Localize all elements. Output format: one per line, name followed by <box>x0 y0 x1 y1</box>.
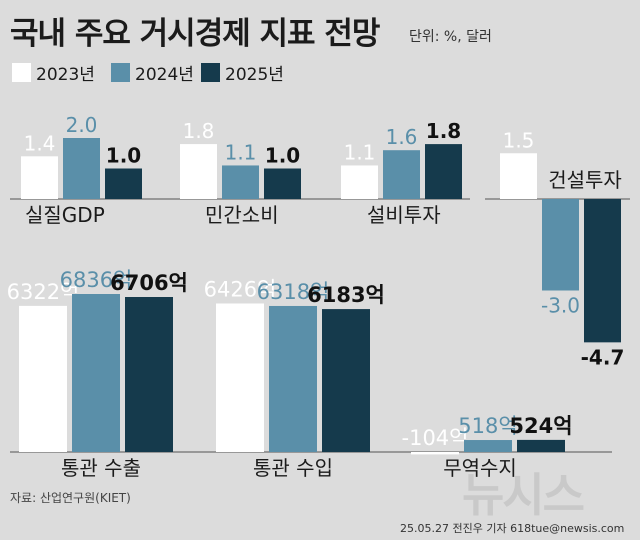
bar-통관 수출-2025년 <box>125 297 173 452</box>
watermark-logo: 뉴시스 <box>462 468 584 522</box>
value-label-민간소비-2024년: 1.1 <box>225 140 257 164</box>
bar-실질GDP-2025년 <box>105 168 142 199</box>
bar-통관 수출-2024년 <box>72 294 120 452</box>
category-label-건설투자: 건설투자 <box>548 168 622 192</box>
value-label-통관 수입-2024년: 6318억 <box>257 280 330 304</box>
bar-통관 수출-2023년 <box>19 305 67 452</box>
legend-swatch-1 <box>12 63 31 82</box>
value-label-무역수지-2024년: 518억 <box>458 414 517 438</box>
legend-label-3: 2025년 <box>225 65 284 85</box>
value-label-통관 수입-2023년: 6426억 <box>204 277 277 301</box>
unit-note: 단위: %, 달러 <box>409 29 492 45</box>
bar-건설투자-2023년 <box>500 153 537 199</box>
value-label-실질GDP-2025년: 1.0 <box>106 144 141 168</box>
value-label-민간소비-2023년: 1.8 <box>183 119 215 143</box>
category-label-민간소비: 민간소비 <box>205 203 279 227</box>
bar-민간소비-2024년 <box>222 165 259 199</box>
value-label-설비투자-2025년: 1.8 <box>426 119 461 143</box>
legend: 2023년 2024년 2025년 <box>12 63 284 85</box>
source-note: 자료: 산업연구원(KIET) <box>10 491 131 505</box>
bar-설비투자-2024년 <box>383 150 420 199</box>
bar-민간소비-2023년 <box>180 144 217 199</box>
value-label-건설투자-2023년: 1.5 <box>503 128 535 152</box>
value-label-통관 수출-2023년: 6322억 <box>7 280 80 304</box>
value-label-실질GDP-2023년: 1.4 <box>24 131 56 155</box>
chart-title: 국내 주요 거시경제 지표 전망 <box>10 16 380 52</box>
category-label-설비투자: 설비투자 <box>367 203 441 227</box>
value-label-통관 수입-2025년: 6183억 <box>307 283 385 307</box>
category-label-통관 수입: 통관 수입 <box>253 456 333 480</box>
value-label-건설투자-2025년: -4.7 <box>581 345 625 369</box>
category-label-무역수지: 무역수지 <box>443 456 517 480</box>
bar-통관 수입-2024년 <box>269 305 317 452</box>
bar-실질GDP-2024년 <box>63 138 100 199</box>
legend-label-1: 2023년 <box>36 65 95 85</box>
value-label-설비투자-2023년: 1.1 <box>344 140 376 164</box>
bar-무역수지-2023년 <box>411 452 459 455</box>
bar-실질GDP-2023년 <box>21 156 58 199</box>
growth-rate-panel: 1.4 2.0 1.0 실질GDP 1.8 1.1 1.0 민간소비 1.1 1.6 1.8 설비투자… <box>10 113 630 369</box>
bar-통관 수입-2023년 <box>216 303 264 452</box>
credit-line: 25.05.27 전진우 기자 618tue@newsis.com <box>400 522 624 535</box>
value-label-실질GDP-2024년: 2.0 <box>66 113 98 137</box>
bar-무역수지-2025년 <box>517 439 565 452</box>
bar-통관 수입-2025년 <box>322 309 370 452</box>
bar-건설투자-2025년 <box>584 199 621 343</box>
value-label-설비투자-2024년: 1.6 <box>386 125 418 149</box>
legend-swatch-3 <box>201 63 220 82</box>
value-label-건설투자-2024년: -3.0 <box>541 294 580 318</box>
value-label-무역수지-2023년: -104억 <box>402 426 469 450</box>
bar-설비투자-2025년 <box>425 144 462 199</box>
legend-label-2: 2024년 <box>135 65 194 85</box>
bar-설비투자-2023년 <box>341 165 378 199</box>
category-label-실질GDP: 실질GDP <box>25 203 105 227</box>
legend-swatch-2 <box>111 63 130 82</box>
value-label-민간소비-2025년: 1.0 <box>265 144 300 168</box>
value-label-통관 수출-2025년: 6706억 <box>110 271 188 295</box>
value-label-무역수지-2025년: 524억 <box>509 414 572 438</box>
bar-민간소비-2025년 <box>264 168 301 199</box>
value-label-통관 수출-2024년: 6836억 <box>60 268 133 292</box>
bar-건설투자-2024년 <box>542 199 579 291</box>
category-label-통관 수출: 통관 수출 <box>61 456 141 480</box>
bar-무역수지-2024년 <box>464 440 512 452</box>
